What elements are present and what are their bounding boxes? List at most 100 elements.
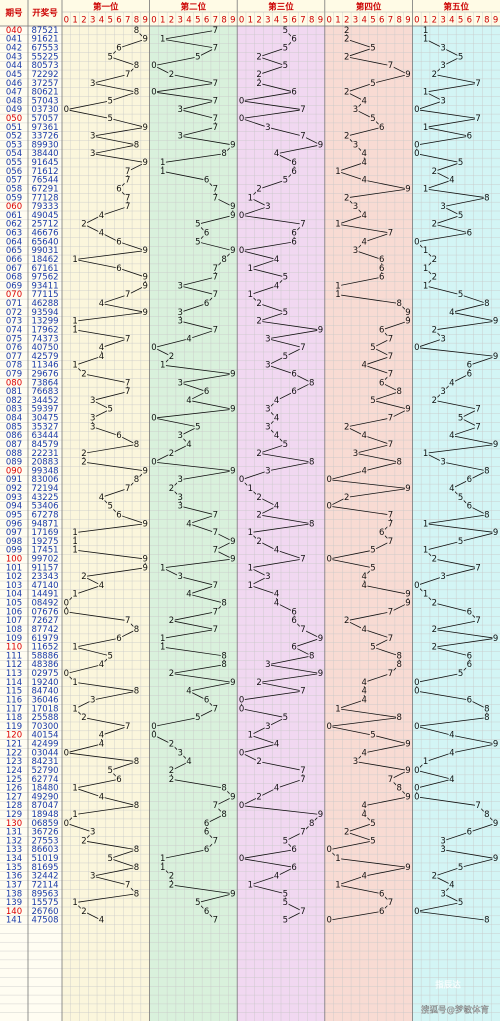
digit-mark: 7: [388, 775, 393, 785]
digit-bg: [361, 678, 368, 687]
digit-bg: [387, 537, 394, 546]
draw-number: 03044: [31, 748, 58, 758]
digit-bg: [273, 784, 280, 792]
draw-number: 80573: [31, 61, 58, 71]
digit-mark: 1: [423, 246, 428, 256]
digit-mark: 5: [283, 898, 288, 908]
digit-mark: 2: [432, 220, 437, 230]
draw-number: 25712: [31, 220, 58, 230]
digit-bg: [431, 555, 438, 563]
digit-bg: [413, 343, 420, 352]
digit-bg: [264, 660, 272, 669]
digit-mark: 7: [213, 79, 218, 89]
digit-bg: [80, 449, 88, 458]
digit-bg: [387, 898, 394, 907]
issue-number: 131: [6, 828, 22, 838]
digit-bg: [361, 872, 368, 880]
digit-bg: [343, 616, 350, 625]
draw-number: 55225: [31, 52, 58, 62]
draw-number: 86603: [31, 845, 58, 855]
digit-mark: 4: [274, 740, 279, 750]
digit-label: 0: [326, 16, 331, 26]
digit-bg: [299, 687, 307, 695]
digit-mark: 6: [379, 325, 384, 335]
issue-number: 102: [6, 572, 22, 582]
digit-mark: 8: [484, 466, 489, 476]
digit-label: 0: [151, 16, 156, 26]
digit-mark: 6: [204, 695, 209, 705]
digit-bg: [89, 396, 96, 405]
digit-bg: [98, 493, 105, 502]
issue-number: 075: [6, 334, 22, 344]
issue-number: 060: [6, 202, 22, 212]
draw-number: 08492: [31, 599, 58, 609]
digit-mark: 3: [265, 722, 270, 732]
digit-bg: [212, 273, 219, 281]
digit-mark: 6: [291, 167, 296, 177]
digit-mark: 3: [353, 105, 358, 115]
digit-mark: 8: [221, 255, 226, 265]
digit-bg: [133, 475, 140, 484]
digit-mark: 8: [309, 651, 314, 661]
issue-number: 058: [6, 184, 22, 194]
issue-number: 081: [6, 387, 22, 397]
digit-mark: 4: [186, 334, 191, 344]
digit-bg: [229, 889, 237, 898]
digit-bg: [404, 863, 412, 872]
digit-bg: [168, 669, 175, 678]
draw-number: 36726: [31, 828, 58, 838]
draw-number: 77115: [31, 290, 58, 300]
digit-bg: [422, 35, 429, 44]
digit-mark: 6: [379, 255, 384, 265]
digit-bg: [264, 334, 272, 343]
digit-mark: 2: [256, 52, 261, 62]
digit-bg: [282, 713, 289, 722]
digit-mark: 4: [99, 299, 104, 309]
digit-bg: [369, 114, 377, 123]
digit-bg: [71, 255, 79, 264]
digit-mark: 4: [274, 281, 279, 291]
digit-mark: 7: [213, 625, 218, 635]
digit-mark: 0: [239, 246, 244, 256]
digit-mark: 1: [335, 854, 340, 864]
digit-bg: [142, 273, 149, 281]
digit-bg: [378, 264, 385, 273]
digit-mark: 7: [213, 546, 218, 556]
digit-mark: 7: [125, 616, 130, 626]
digit-bg: [361, 431, 368, 440]
digit-mark: 9: [143, 158, 148, 168]
digit-bg: [212, 581, 219, 590]
digit-mark: 5: [283, 26, 288, 36]
digit-mark: 1: [423, 35, 428, 45]
digit-mark: 4: [274, 255, 279, 265]
digit-mark: 6: [291, 643, 296, 653]
digit-mark: 4: [99, 343, 104, 353]
digit-bg: [282, 916, 289, 925]
digit-label: 2: [344, 16, 349, 26]
watermark-source: 搜狐号@梦敏体育: [421, 1005, 489, 1016]
digit-mark: 2: [432, 396, 437, 406]
digit-bg: [142, 123, 149, 132]
digit-bg: [238, 211, 245, 220]
digit-bg: [212, 290, 219, 299]
digit-mark: 4: [99, 229, 104, 239]
digit-bg: [387, 61, 394, 70]
digit-mark: 0: [414, 149, 419, 159]
digit-mark: 6: [291, 237, 296, 247]
digit-mark: 4: [449, 484, 454, 494]
digit-mark: 3: [353, 757, 358, 767]
digit-bg: [361, 810, 368, 819]
digit-bg: [71, 643, 79, 651]
digit-mark: 6: [116, 510, 121, 520]
digit-label: 5: [370, 16, 375, 26]
issue-number: 098: [6, 537, 22, 547]
digit-mark: 7: [213, 114, 218, 124]
digit-mark: 3: [265, 334, 270, 344]
digit-bg: [194, 713, 201, 722]
digit-mark: 1: [335, 704, 340, 714]
digit-bg: [378, 379, 385, 387]
digit-mark: 0: [64, 607, 69, 617]
digit-bg: [63, 819, 70, 828]
digit-bg: [203, 819, 210, 828]
